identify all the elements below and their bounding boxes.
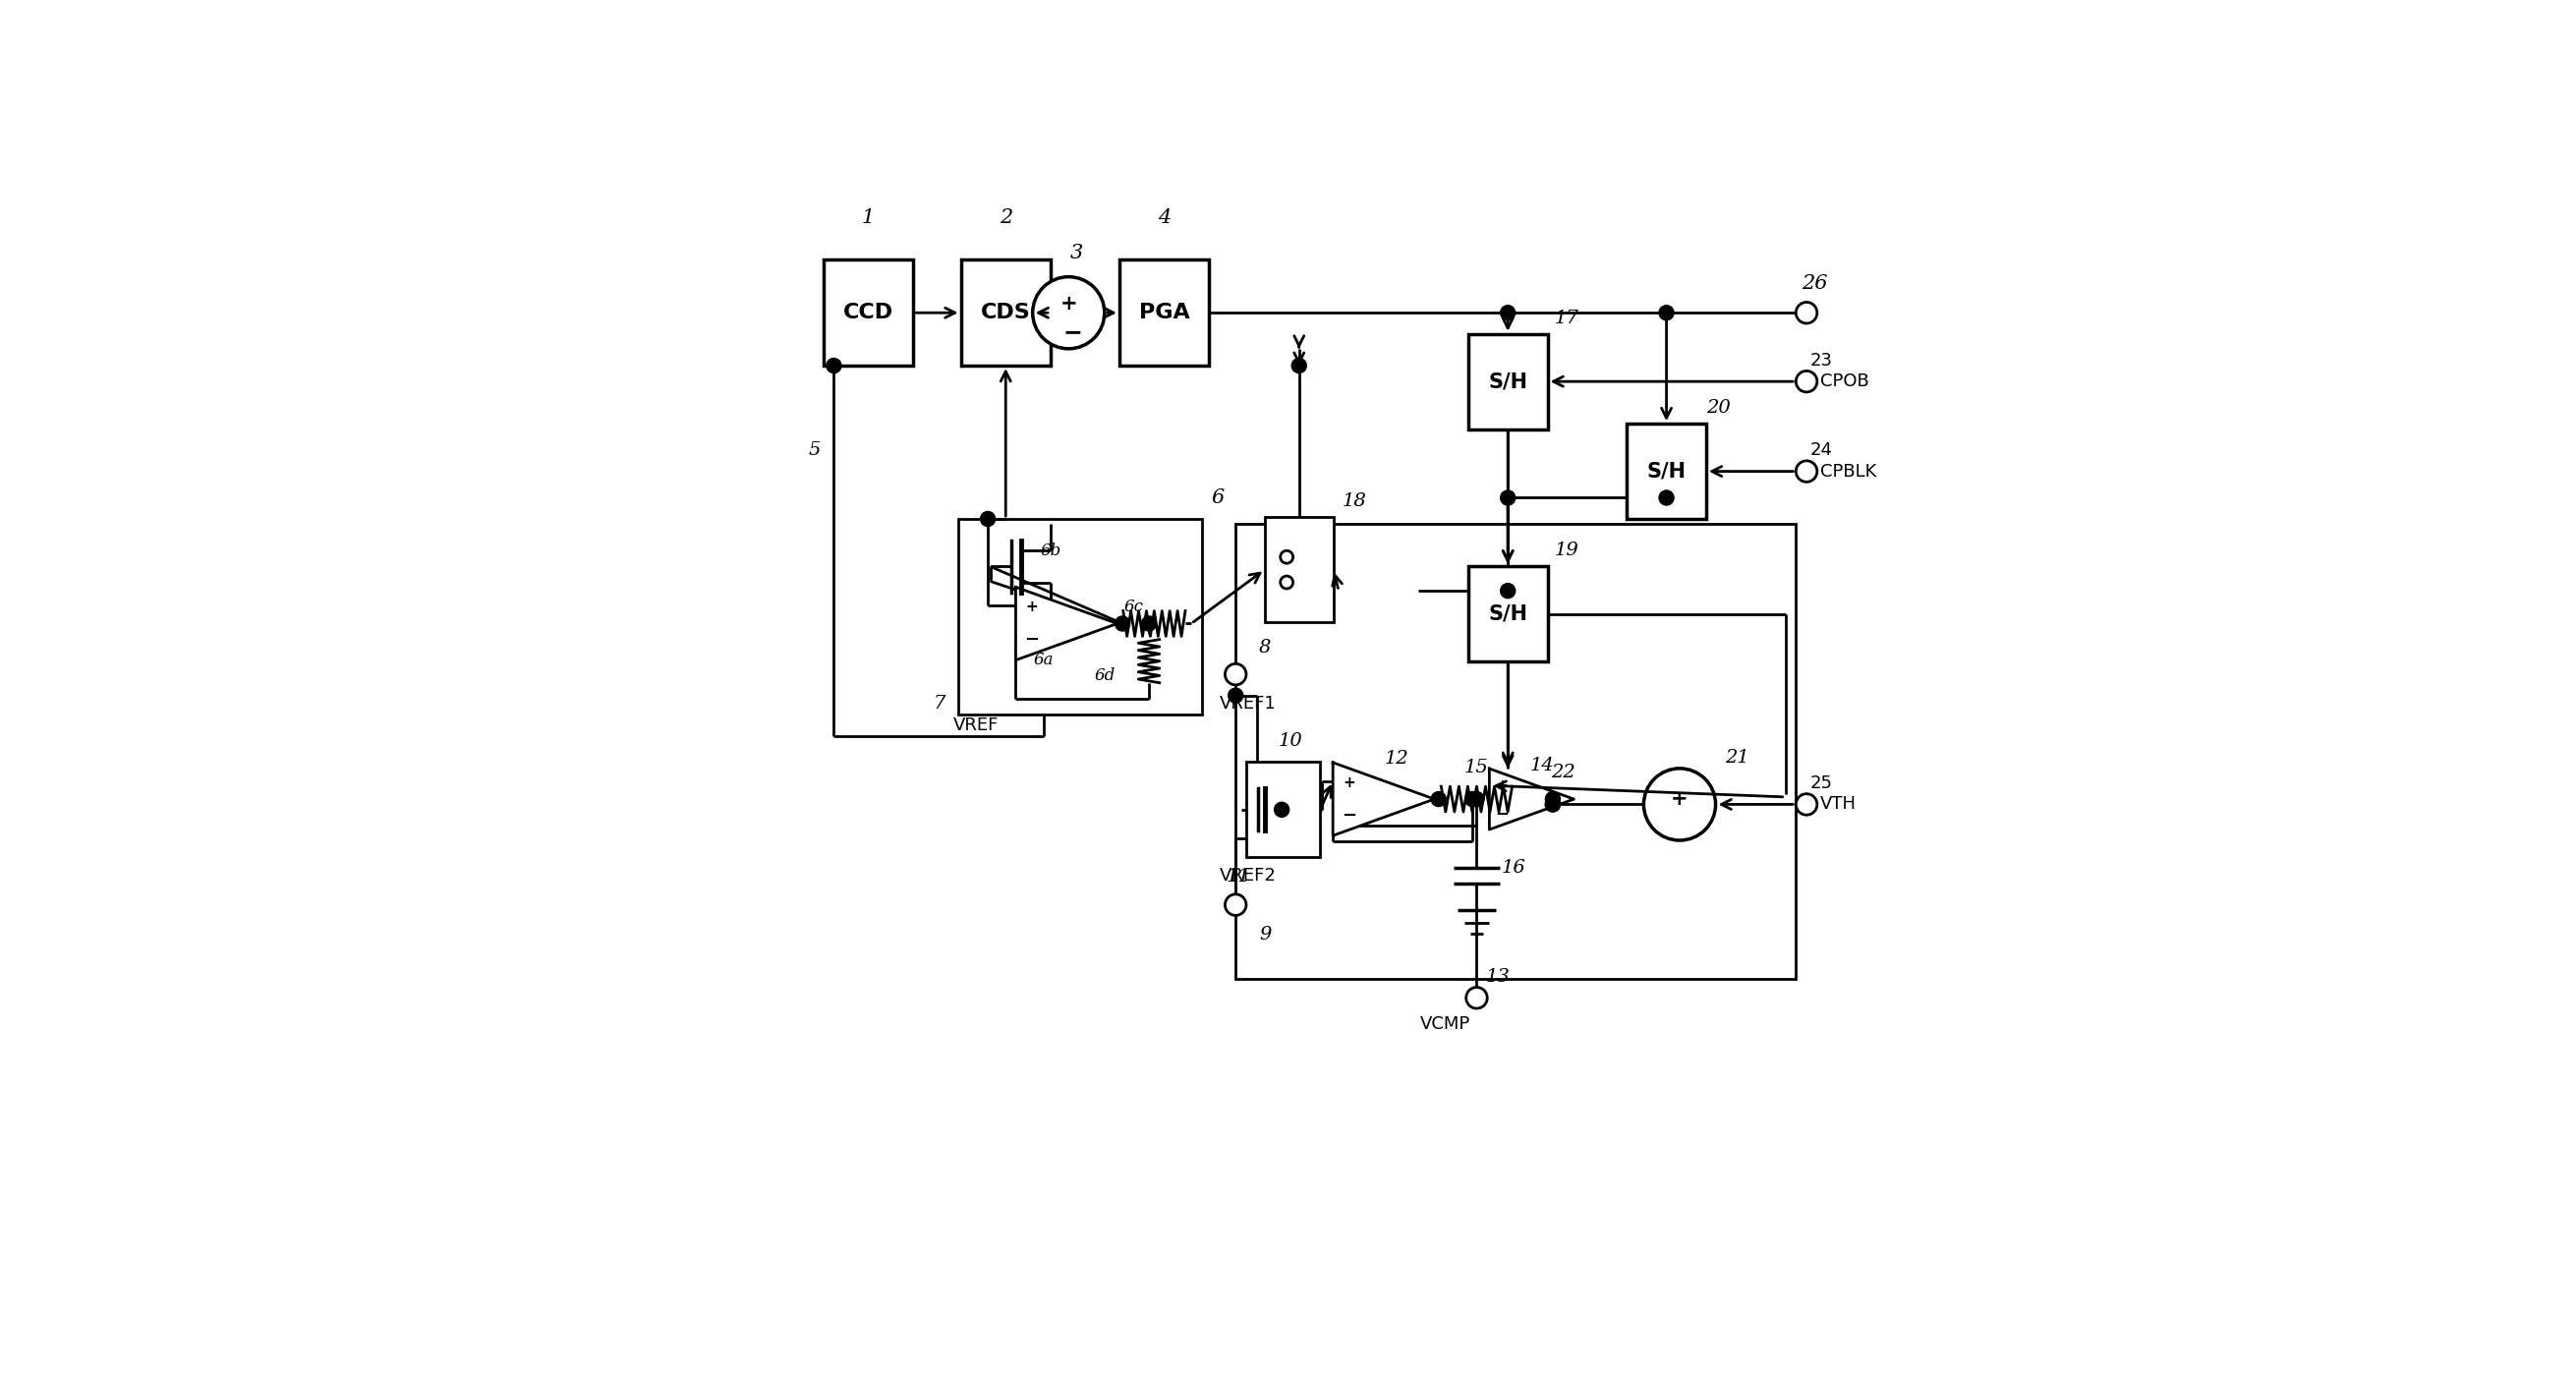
Text: +: + (1672, 789, 1687, 809)
Text: VREF2: VREF2 (1221, 866, 1278, 884)
Text: 12: 12 (1383, 750, 1409, 768)
Circle shape (1546, 796, 1561, 811)
Text: +: + (1497, 778, 1507, 792)
Circle shape (1466, 792, 1479, 806)
Circle shape (1466, 987, 1486, 1008)
Text: 25: 25 (1811, 774, 1832, 792)
Bar (1628, 424, 1705, 519)
Text: PGA: PGA (1139, 303, 1190, 323)
Text: +: + (1059, 294, 1077, 313)
Text: 6b: 6b (1041, 542, 1061, 559)
Circle shape (1795, 371, 1816, 393)
Circle shape (1115, 616, 1131, 632)
Text: 19: 19 (1553, 542, 1579, 559)
Circle shape (1432, 792, 1445, 806)
Text: 5: 5 (809, 441, 822, 459)
Text: 11: 11 (1226, 868, 1252, 886)
Text: 4: 4 (1157, 209, 1170, 227)
Polygon shape (1015, 588, 1118, 660)
Circle shape (1643, 769, 1716, 840)
Text: 9: 9 (1260, 925, 1273, 943)
Text: 6: 6 (1211, 489, 1224, 507)
Text: 22: 22 (1551, 763, 1577, 781)
Text: 26: 26 (1803, 273, 1829, 292)
Circle shape (981, 512, 994, 526)
Text: VREF: VREF (953, 717, 999, 735)
Text: −: − (1025, 632, 1038, 648)
Circle shape (1226, 663, 1247, 685)
Circle shape (1275, 802, 1288, 817)
Circle shape (1795, 302, 1816, 324)
Text: 24: 24 (1811, 441, 1832, 459)
Circle shape (1499, 305, 1515, 320)
Text: −: − (1494, 803, 1510, 821)
Bar (961, 259, 1051, 365)
Circle shape (1291, 358, 1306, 373)
Text: CCD: CCD (842, 303, 894, 323)
Circle shape (1499, 490, 1515, 505)
Text: 13: 13 (1486, 968, 1510, 986)
Bar (1121, 259, 1208, 365)
Text: 8: 8 (1260, 638, 1273, 656)
Text: 14: 14 (1530, 757, 1553, 774)
Circle shape (1499, 584, 1515, 599)
Text: +: + (1025, 600, 1038, 615)
Bar (958, 519, 1203, 714)
Circle shape (1468, 792, 1484, 806)
Text: 6d: 6d (1095, 667, 1115, 684)
Text: 6a: 6a (1033, 651, 1054, 669)
Circle shape (1229, 688, 1244, 703)
Text: CDS: CDS (981, 303, 1030, 323)
Circle shape (1659, 305, 1674, 320)
Circle shape (827, 358, 842, 373)
Text: −: − (1061, 321, 1082, 345)
Text: 15: 15 (1466, 758, 1489, 776)
Circle shape (1280, 551, 1293, 563)
Text: 17: 17 (1553, 309, 1579, 327)
Bar (1468, 567, 1548, 662)
Bar (824, 259, 912, 365)
Text: −: − (1342, 806, 1355, 824)
Text: 2: 2 (999, 209, 1012, 227)
Circle shape (1141, 616, 1157, 632)
Text: 10: 10 (1278, 732, 1303, 750)
Text: 7: 7 (933, 695, 945, 713)
Text: 1: 1 (863, 209, 876, 227)
Text: 23: 23 (1811, 351, 1832, 369)
Text: 6c: 6c (1123, 599, 1144, 615)
Circle shape (1033, 277, 1105, 349)
Text: +: + (1342, 776, 1355, 791)
Text: S/H: S/H (1489, 372, 1528, 391)
Circle shape (1659, 490, 1674, 505)
Circle shape (1226, 894, 1247, 916)
Circle shape (1795, 461, 1816, 482)
Circle shape (1546, 792, 1561, 806)
Text: CPBLK: CPBLK (1821, 463, 1878, 481)
Bar (1236, 524, 1795, 979)
Text: S/H: S/H (1489, 604, 1528, 623)
Polygon shape (1489, 769, 1574, 829)
Bar (1265, 516, 1334, 622)
Text: 20: 20 (1708, 400, 1731, 417)
Bar (1468, 334, 1548, 430)
Circle shape (1795, 794, 1816, 816)
Bar (1247, 762, 1319, 857)
Text: VTH: VTH (1821, 795, 1857, 813)
Polygon shape (1332, 762, 1435, 836)
Text: 3: 3 (1072, 244, 1084, 262)
Circle shape (1280, 577, 1293, 589)
Text: VCMP: VCMP (1419, 1016, 1471, 1032)
Text: 18: 18 (1342, 492, 1368, 509)
Text: 16: 16 (1502, 859, 1525, 876)
Circle shape (1546, 796, 1561, 811)
Text: VREF1: VREF1 (1221, 695, 1278, 713)
Text: 21: 21 (1723, 750, 1749, 766)
Text: CPOB: CPOB (1821, 372, 1870, 390)
Text: S/H: S/H (1646, 461, 1687, 481)
